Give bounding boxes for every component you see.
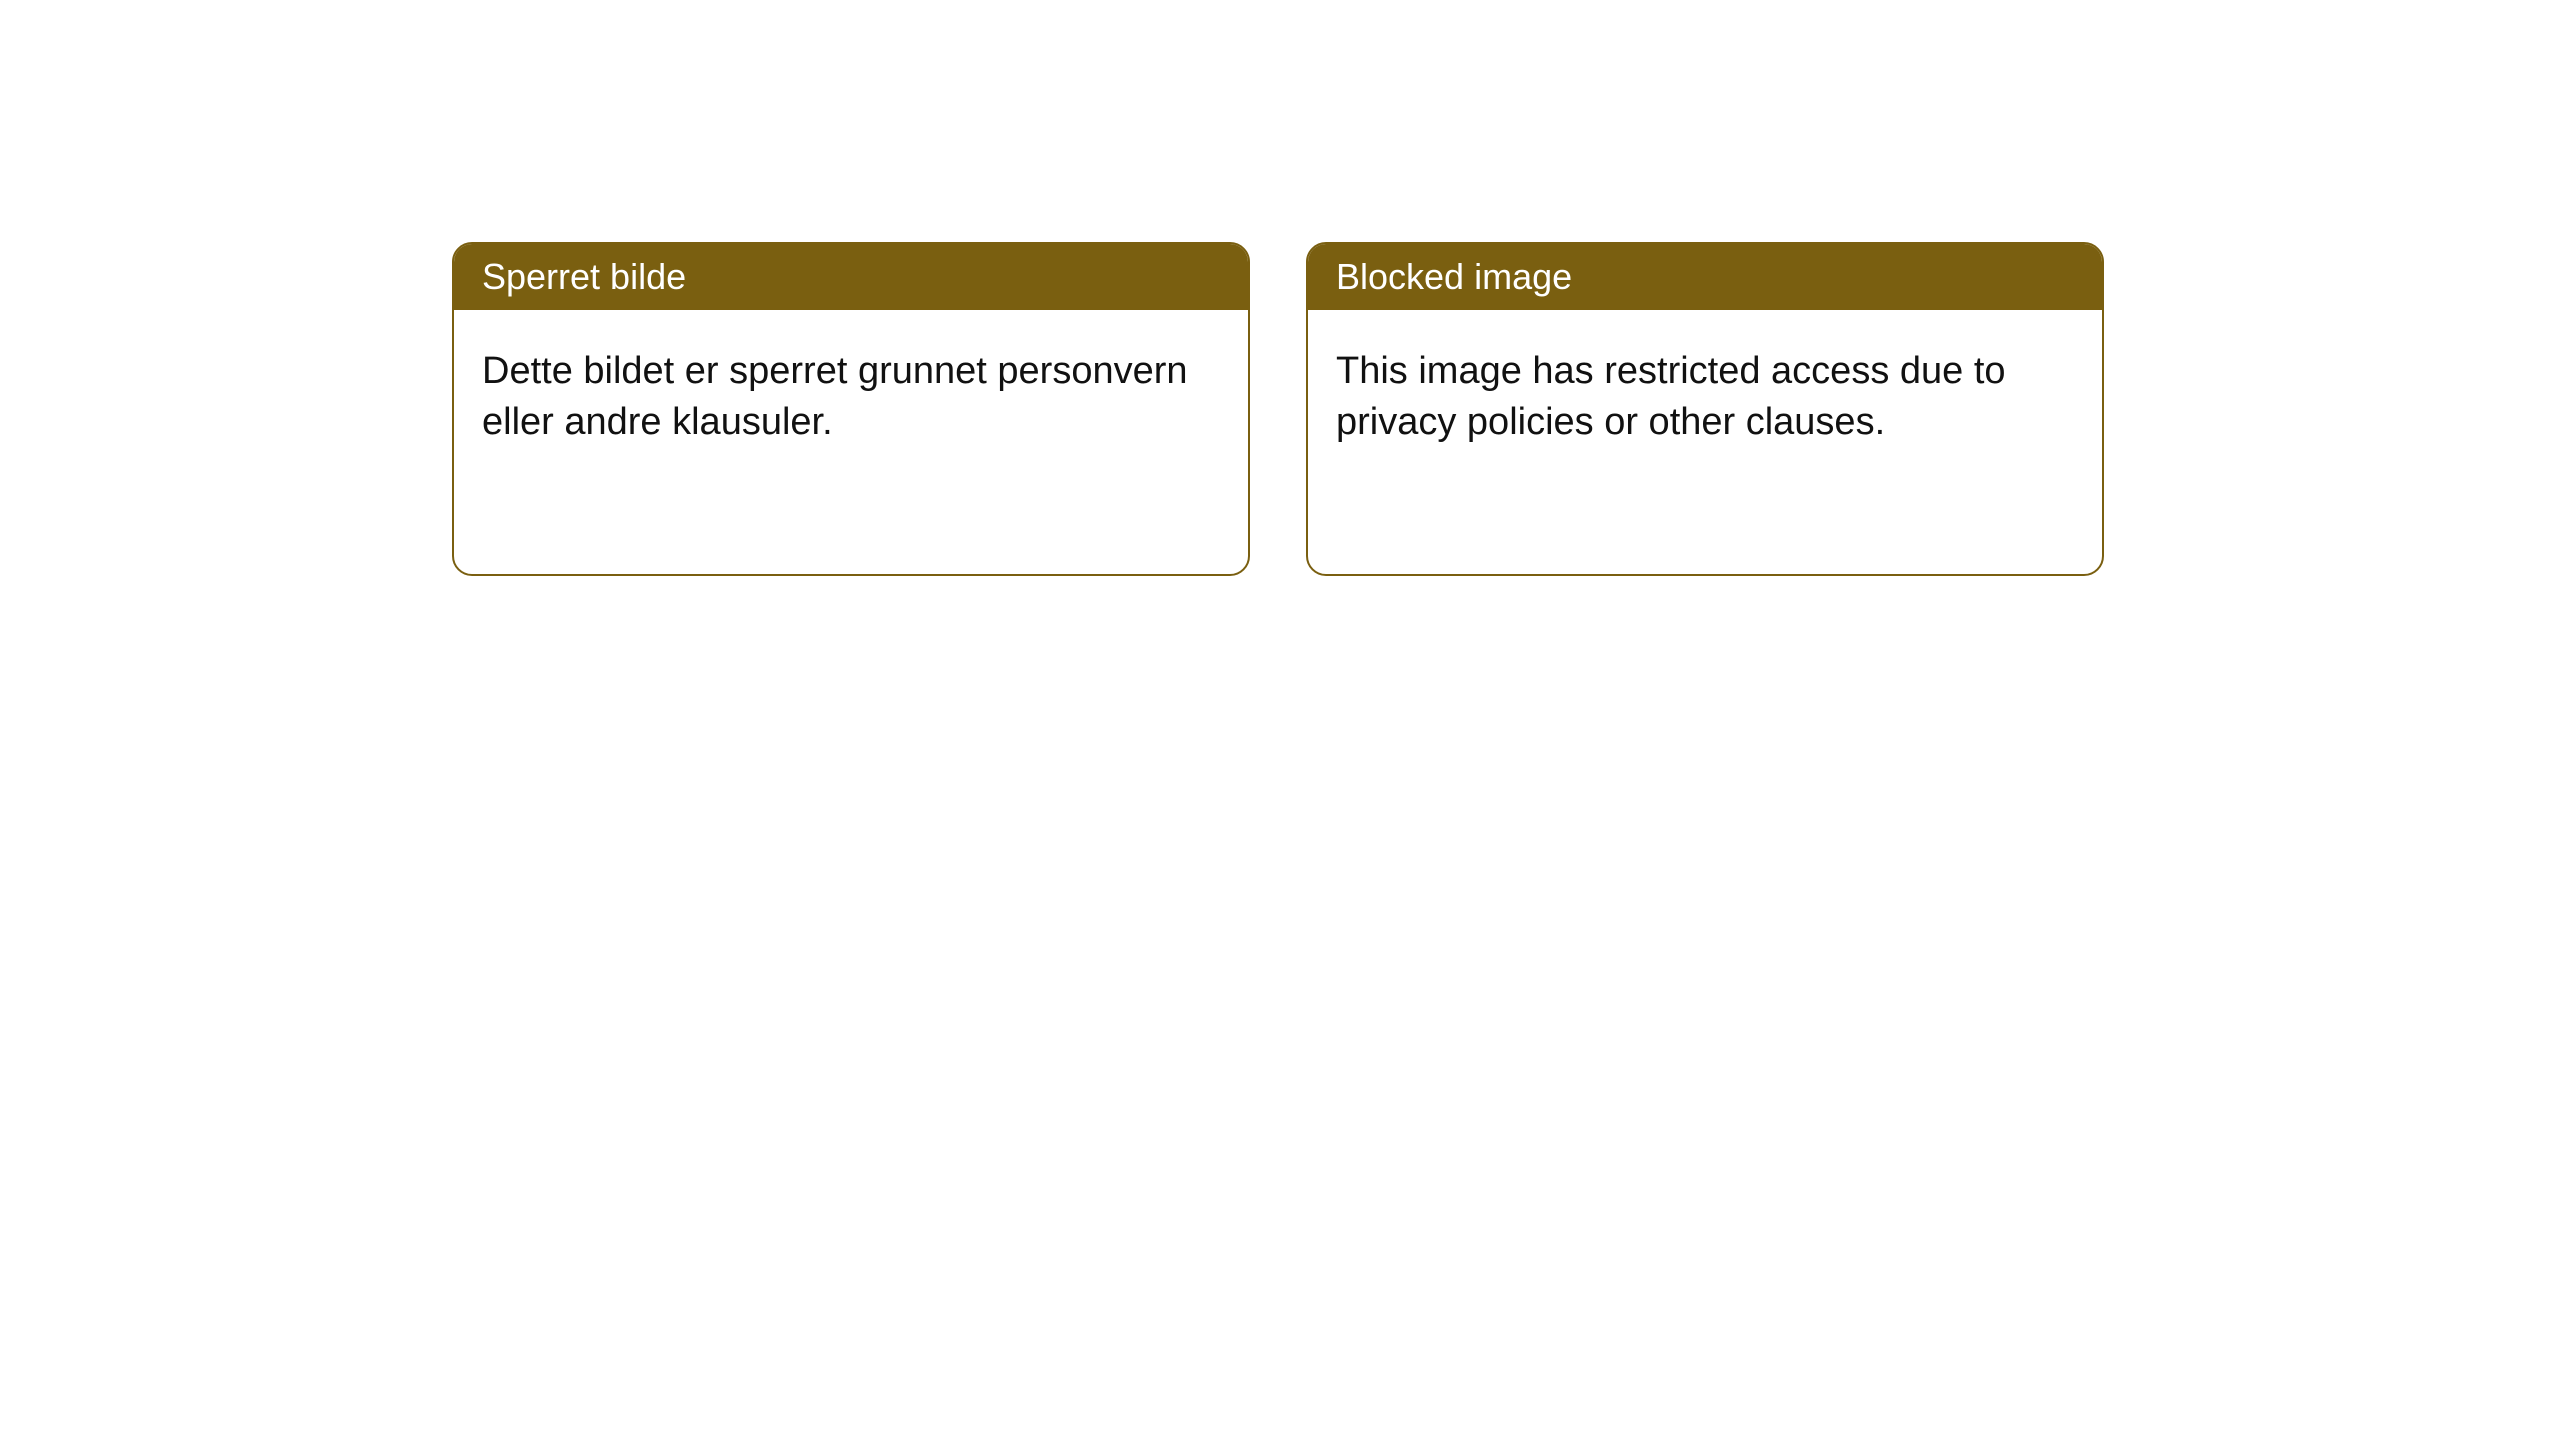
card-header: Sperret bilde xyxy=(454,244,1248,310)
card-title: Blocked image xyxy=(1336,256,1572,297)
card-header: Blocked image xyxy=(1308,244,2102,310)
card-english: Blocked image This image has restricted … xyxy=(1306,242,2104,576)
card-body-text: Dette bildet er sperret grunnet personve… xyxy=(482,350,1188,443)
card-norwegian: Sperret bilde Dette bildet er sperret gr… xyxy=(452,242,1250,576)
card-title: Sperret bilde xyxy=(482,256,686,297)
card-body: This image has restricted access due to … xyxy=(1308,310,2102,485)
card-body-text: This image has restricted access due to … xyxy=(1336,350,2006,443)
cards-container: Sperret bilde Dette bildet er sperret gr… xyxy=(452,242,2104,576)
card-body: Dette bildet er sperret grunnet personve… xyxy=(454,310,1248,485)
